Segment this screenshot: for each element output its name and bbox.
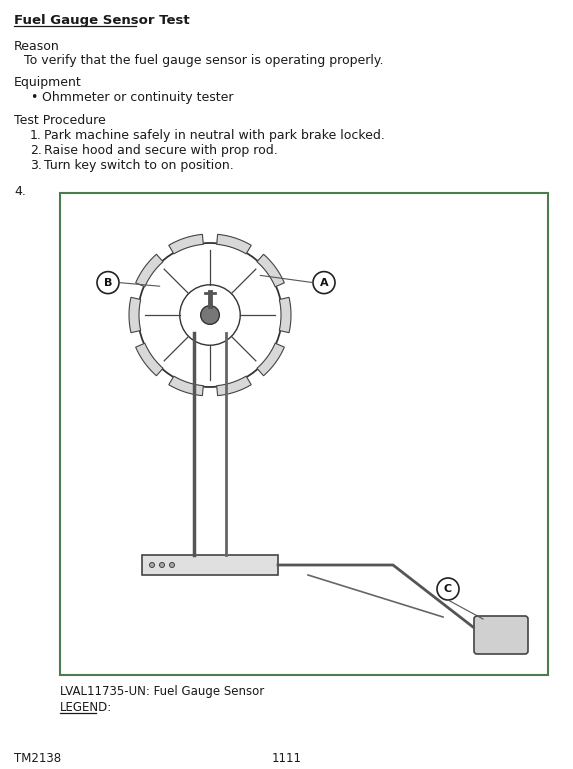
Text: LVAL11735-UN: Fuel Gauge Sensor: LVAL11735-UN: Fuel Gauge Sensor (60, 685, 264, 698)
Circle shape (150, 562, 155, 568)
Polygon shape (257, 255, 284, 287)
Text: 4.: 4. (14, 185, 26, 198)
Polygon shape (257, 343, 284, 376)
Polygon shape (169, 376, 203, 395)
Bar (60, 193, 548, 675)
Text: To verify that the fuel gauge sensor is operating properly.: To verify that the fuel gauge sensor is … (24, 54, 383, 67)
Text: Turn key switch to on position.: Turn key switch to on position. (44, 159, 234, 172)
Text: 3.: 3. (30, 159, 42, 172)
Circle shape (159, 562, 164, 568)
Text: 1.: 1. (30, 129, 42, 142)
Text: Raise hood and secure with prop rod.: Raise hood and secure with prop rod. (44, 144, 278, 157)
Text: C: C (444, 584, 452, 594)
Polygon shape (217, 376, 251, 395)
Polygon shape (217, 235, 251, 254)
Polygon shape (136, 343, 163, 376)
Polygon shape (169, 235, 203, 254)
Text: Ohmmeter or continuity tester: Ohmmeter or continuity tester (42, 91, 234, 104)
Text: 2.: 2. (30, 144, 42, 157)
Text: Equipment: Equipment (14, 76, 82, 89)
Text: •: • (30, 91, 37, 104)
Circle shape (201, 305, 219, 325)
FancyBboxPatch shape (474, 616, 528, 654)
Text: Reason: Reason (14, 40, 60, 53)
Text: LEGEND:: LEGEND: (60, 701, 112, 714)
Polygon shape (136, 255, 163, 287)
Text: B: B (104, 278, 112, 288)
Text: Fuel Gauge Sensor Test: Fuel Gauge Sensor Test (14, 14, 190, 27)
Polygon shape (279, 298, 291, 333)
Text: 1111: 1111 (272, 752, 302, 765)
Circle shape (170, 562, 175, 568)
Polygon shape (129, 298, 141, 333)
Polygon shape (142, 555, 278, 575)
Text: TM2138: TM2138 (14, 752, 61, 765)
Text: A: A (320, 278, 328, 288)
Text: Test Procedure: Test Procedure (14, 114, 106, 127)
Text: Park machine safely in neutral with park brake locked.: Park machine safely in neutral with park… (44, 129, 385, 142)
